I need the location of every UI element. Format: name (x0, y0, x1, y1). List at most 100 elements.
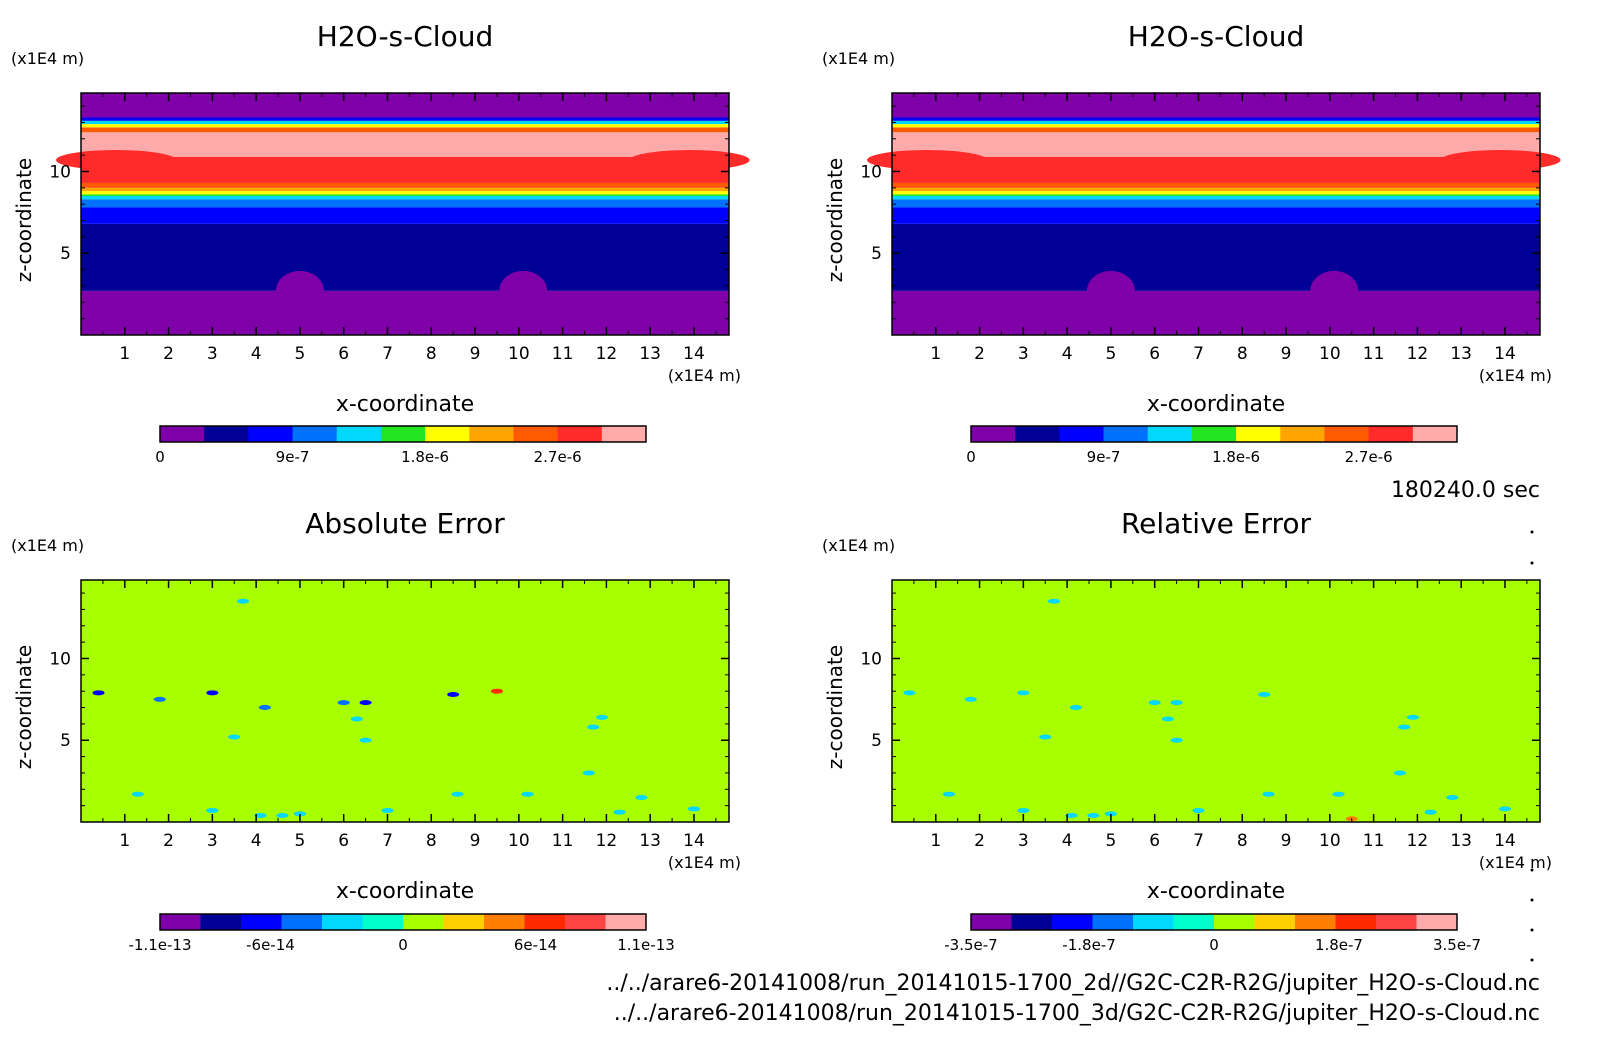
x-tick-label: 12 (596, 344, 618, 364)
x-tick-label: 7 (1193, 344, 1204, 364)
error-anomaly (1148, 700, 1161, 706)
contour-band (892, 156, 1540, 183)
x-unit-label: (x1E4 m) (1479, 853, 1552, 872)
z-tick-label: 5 (871, 731, 882, 751)
colorbar-swatch (1011, 914, 1053, 930)
colorbar-tick-label: 9e-7 (1087, 448, 1121, 466)
colorbar-swatch (484, 914, 525, 930)
contour-dip (1086, 270, 1135, 311)
colorbar-swatch (1133, 914, 1174, 930)
plot-area (892, 580, 1540, 822)
z-tick-label: 10 (49, 649, 71, 669)
error-anomaly (131, 791, 144, 797)
z-unit-label: (x1E4 m) (11, 536, 84, 555)
error-anomaly (1161, 716, 1174, 722)
contour-band (81, 117, 729, 121)
colorbar-tick-label: 1.8e-6 (1212, 448, 1260, 466)
colorbar-tick-label: 0 (155, 448, 165, 466)
colorbar-swatch (241, 914, 282, 930)
colorbar-swatch (160, 426, 205, 442)
chart-panel-3: Absolute Error(x1E4 m)1 2 3 4 5 6 7 8 9 10 11 12 13 1… (11, 507, 741, 954)
plot-frame (891, 579, 1541, 823)
plot-frame (80, 579, 730, 823)
contour-band (892, 132, 1540, 157)
x-tick-label: 6 (1149, 344, 1160, 364)
z-unit-label: (x1E4 m) (11, 49, 84, 68)
contour-band (81, 223, 729, 291)
x-tick-label: 3 (1018, 831, 1029, 851)
error-anomaly (237, 598, 249, 604)
colorbar-frame (970, 913, 1458, 931)
error-anomaly (1192, 808, 1205, 814)
contour-band (81, 194, 729, 197)
x-tick-label: 10 (508, 831, 530, 851)
z-tick-label: 10 (860, 162, 882, 182)
colorbar-swatch (524, 914, 566, 930)
contour-band (81, 124, 729, 128)
x-tick-label: 8 (426, 344, 437, 364)
colorbar: 0 9e-7 1.8e-6 2.7e-6 (966, 425, 1458, 466)
x-tick-label: 2 (163, 344, 174, 364)
error-anomaly (1393, 770, 1406, 776)
x-tick-label: 8 (426, 831, 437, 851)
contour-band (81, 132, 729, 157)
colorbar-swatch (403, 914, 444, 930)
colorbar-swatch (1236, 426, 1281, 442)
colorbar-swatch (1173, 914, 1215, 930)
colorbar-swatch (336, 426, 382, 442)
colorbar-swatch (971, 914, 1012, 930)
error-anomaly (1498, 806, 1511, 812)
contour-dip (1310, 270, 1359, 311)
colorbar-swatch (557, 426, 603, 442)
x-tick-label: 7 (1193, 831, 1204, 851)
error-anomaly (1170, 737, 1183, 743)
x-tick-label: 13 (1450, 831, 1472, 851)
z-axis-label: z-coordinate (12, 645, 36, 769)
contour-band (892, 127, 1540, 133)
x-tick-label: 2 (163, 831, 174, 851)
error-anomaly (964, 696, 977, 702)
error-background (892, 580, 1540, 822)
chart-panel-2: H2O-s-Cloud(x1E4 m)1 2 3 4 5 6 7 8 9 10 11 12 13 1451… (822, 20, 1561, 466)
colorbar-swatch (1324, 426, 1370, 442)
x-tick-label: 7 (382, 344, 393, 364)
error-anomaly (381, 808, 394, 814)
x-tick-label: 10 (508, 344, 530, 364)
contour-band (892, 196, 1540, 200)
colorbar-swatch (971, 426, 1016, 442)
error-anomaly (613, 809, 626, 815)
contour-band (81, 290, 729, 335)
colorbar: -1.1e-13 -6e-14 0 6e-14 1.1e-13 (129, 913, 675, 954)
x-tick-label: 12 (1407, 344, 1429, 364)
x-tick-label: 2 (974, 344, 985, 364)
error-anomaly (521, 791, 534, 797)
colorbar-tick-label: 3.5e-7 (1433, 936, 1481, 954)
x-tick-label: 14 (683, 831, 705, 851)
colorbar-tick-label: 1.1e-13 (617, 936, 675, 954)
colorbar-swatch (1052, 914, 1093, 930)
x-tick-label: 9 (1281, 344, 1292, 364)
colorbar-swatch (1412, 426, 1458, 442)
x-tick-label: 5 (295, 831, 306, 851)
error-background (81, 580, 729, 822)
colorbar-swatch (565, 914, 606, 930)
chart-title: H2O-s-Cloud (317, 20, 493, 53)
error-anomaly (687, 806, 700, 812)
colorbar-tick-label: -1.1e-13 (129, 936, 192, 954)
error-anomaly (359, 737, 372, 743)
error-anomaly (1069, 705, 1082, 711)
colorbar-tick-label: -1.8e-7 (1062, 936, 1115, 954)
z-unit-label: (x1E4 m) (822, 49, 895, 68)
x-tick-label: 2 (974, 831, 985, 851)
x-tick-label: 9 (470, 831, 481, 851)
x-tick-label: 9 (1281, 831, 1292, 851)
margin-dot (1530, 958, 1534, 962)
error-anomaly (1332, 791, 1345, 797)
x-tick-label: 11 (1363, 831, 1385, 851)
x-tick-label: 12 (596, 831, 618, 851)
contour-band (892, 182, 1540, 188)
error-anomaly (1446, 794, 1459, 800)
colorbar-swatch (204, 426, 249, 442)
colorbar-swatch (425, 426, 470, 442)
colorbar-tick-label: -3.5e-7 (944, 936, 997, 954)
